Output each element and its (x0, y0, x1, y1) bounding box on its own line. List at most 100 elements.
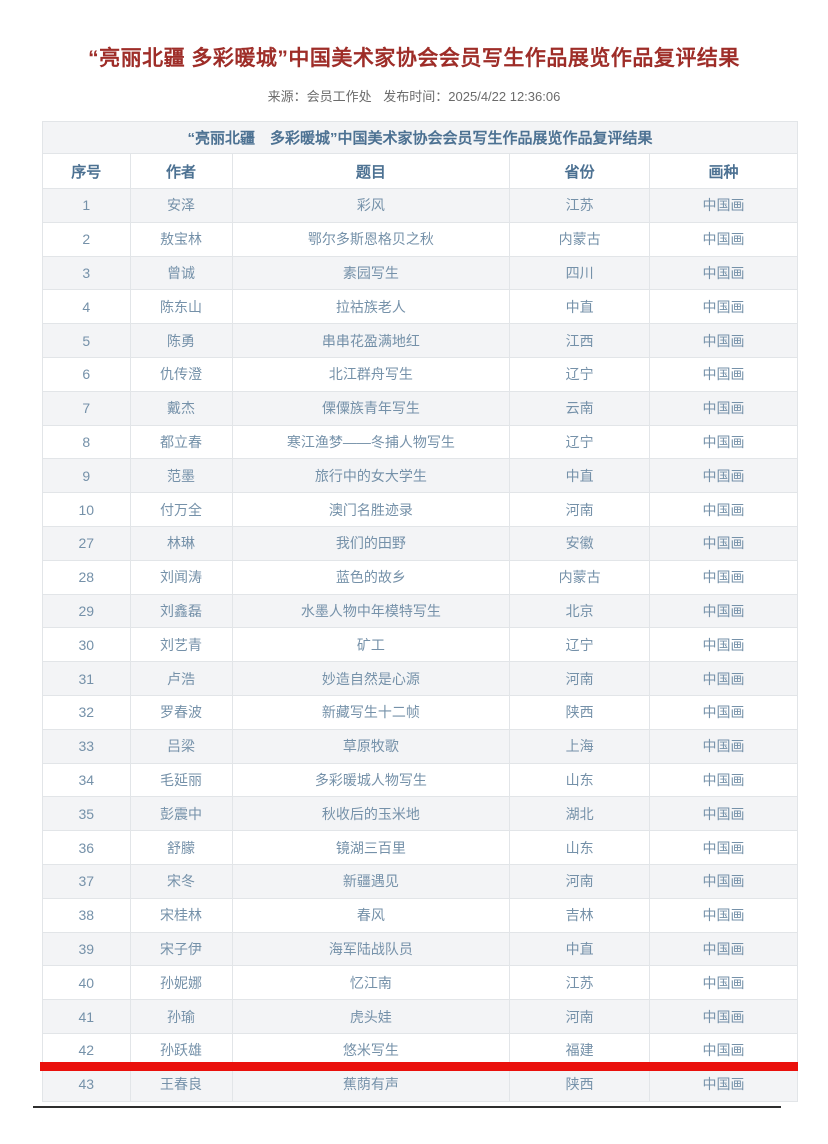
cell-author: 宋子伊 (129, 931, 233, 967)
cell-title: 忆江南 (231, 965, 511, 1001)
table-row: 9 范墨 旅行中的女大学生 中直 中国画 (42, 458, 798, 494)
cell-author: 仇传澄 (129, 356, 233, 392)
cell-author: 卢浩 (129, 661, 233, 696)
cell-title: 鄂尔多斯恩格贝之秋 (231, 221, 511, 257)
table-row: 37 宋冬 新疆遇见 河南 中国画 (42, 863, 798, 899)
cell-title: 串串花盈满地红 (231, 323, 511, 358)
cell-seq: 2 (42, 221, 131, 257)
cell-province: 福建 (509, 1032, 650, 1068)
cell-title: 多彩暖城人物写生 (231, 762, 511, 798)
cell-author: 罗春波 (129, 694, 233, 730)
cell-category: 中国画 (649, 492, 798, 527)
cell-seq: 5 (42, 323, 131, 358)
cell-title: 彩风 (231, 188, 511, 223)
cell-title: 我们的田野 (231, 525, 511, 561)
cell-province: 安徽 (509, 525, 650, 561)
table-row: 27 林琳 我们的田野 安徽 中国画 (42, 525, 798, 561)
cell-title: 蓝色的故乡 (231, 559, 511, 595)
cell-author: 安泽 (129, 188, 233, 223)
cell-province: 河南 (509, 492, 650, 527)
table-row: 28 刘闻涛 蓝色的故乡 内蒙古 中国画 (42, 559, 798, 595)
cell-author: 宋冬 (129, 863, 233, 899)
cell-province: 中直 (509, 289, 650, 325)
cell-category: 中国画 (649, 762, 798, 798)
table-row: 29 刘鑫磊 水墨人物中年模特写生 北京 中国画 (42, 593, 798, 629)
cell-author: 孙妮娜 (129, 965, 233, 1001)
cell-author: 付万全 (129, 492, 233, 527)
cell-title: 镜湖三百里 (231, 830, 511, 865)
cell-author: 刘鑫磊 (129, 593, 233, 629)
cell-province: 上海 (509, 728, 650, 764)
table-row: 2 敖宝林 鄂尔多斯恩格贝之秋 内蒙古 中国画 (42, 221, 798, 257)
cell-seq: 36 (42, 830, 131, 865)
cell-province: 山东 (509, 762, 650, 798)
cell-category: 中国画 (649, 1066, 798, 1102)
cell-seq: 27 (42, 525, 131, 561)
cell-title: 水墨人物中年模特写生 (231, 593, 511, 629)
cell-seq: 28 (42, 559, 131, 595)
cell-seq: 32 (42, 694, 131, 730)
cell-province: 山东 (509, 830, 650, 865)
cell-author: 曾诚 (129, 255, 233, 291)
table-caption: “亮丽北疆 多彩暖城”中国美术家协会会员写生作品展览作品复评结果 (42, 121, 798, 154)
cell-author: 刘闻涛 (129, 559, 233, 595)
cell-author: 彭震中 (129, 796, 233, 832)
cell-province: 辽宁 (509, 424, 650, 460)
cell-category: 中国画 (649, 661, 798, 696)
cell-category: 中国画 (649, 593, 798, 629)
cell-province: 辽宁 (509, 356, 650, 392)
cell-title: 澳门名胜迹录 (231, 492, 511, 527)
cell-province: 江苏 (509, 965, 650, 1001)
cell-title: 旅行中的女大学生 (231, 458, 511, 494)
table-row: 6 仇传澄 北江群舟写生 辽宁 中国画 (42, 356, 798, 392)
cell-province: 陕西 (509, 694, 650, 730)
cell-author: 孙瑜 (129, 999, 233, 1034)
meta-source: 来源：会员工作处 (267, 89, 372, 104)
cell-title: 傈僳族青年写生 (231, 390, 511, 426)
cell-title: 拉祜族老人 (231, 289, 511, 325)
table-row: 8 都立春 寒江渔梦——冬捕人物写生 辽宁 中国画 (42, 424, 798, 460)
cell-title: 虎头娃 (231, 999, 511, 1034)
table-row: 10 付万全 澳门名胜迹录 河南 中国画 (42, 492, 798, 527)
cell-author: 毛延丽 (129, 762, 233, 798)
cell-province: 内蒙古 (509, 559, 650, 595)
cell-title: 寒江渔梦——冬捕人物写生 (231, 424, 511, 460)
page-title: “亮丽北疆 多彩暖城”中国美术家协会会员写生作品展览作品复评结果 (88, 47, 740, 70)
highlight-red-line (40, 1062, 798, 1072)
cell-title: 草原牧歌 (231, 728, 511, 764)
table-row: 3 曾诚 素园写生 四川 中国画 (42, 255, 798, 291)
cell-category: 中国画 (649, 559, 798, 595)
cell-province: 辽宁 (509, 627, 650, 663)
cell-seq: 4 (42, 289, 131, 325)
cell-category: 中国画 (649, 1032, 798, 1068)
cell-title: 北江群舟写生 (231, 356, 511, 392)
table-row: 32 罗春波 新藏写生十二帧 陕西 中国画 (42, 694, 798, 730)
cell-title: 海军陆战队员 (231, 931, 511, 967)
table-row: 42 孙跃雄 悠米写生 福建 中国画 (42, 1032, 798, 1068)
cell-province: 中直 (509, 458, 650, 494)
table-row: 36 舒朦 镜湖三百里 山东 中国画 (42, 830, 798, 865)
cell-category: 中国画 (649, 255, 798, 291)
cell-title: 春风 (231, 897, 511, 933)
cell-seq: 35 (42, 796, 131, 832)
table-row: 35 彭震中 秋收后的玉米地 湖北 中国画 (42, 796, 798, 832)
cell-author: 陈东山 (129, 289, 233, 325)
cell-category: 中国画 (649, 728, 798, 764)
col-header-author: 作者 (129, 153, 233, 189)
cell-seq: 42 (42, 1032, 131, 1068)
table-caption-row: “亮丽北疆 多彩暖城”中国美术家协会会员写生作品展览作品复评结果 (42, 121, 798, 154)
table-row: 33 吕梁 草原牧歌 上海 中国画 (42, 728, 798, 764)
cell-seq: 40 (42, 965, 131, 1001)
cell-category: 中国画 (649, 289, 798, 325)
cell-category: 中国画 (649, 965, 798, 1001)
cell-author: 舒朦 (129, 830, 233, 865)
cell-province: 河南 (509, 863, 650, 899)
cell-category: 中国画 (649, 999, 798, 1034)
cell-province: 中直 (509, 931, 650, 967)
cell-category: 中国画 (649, 931, 798, 967)
table-row: 1 安泽 彩风 江苏 中国画 (42, 188, 798, 223)
cell-title: 秋收后的玉米地 (231, 796, 511, 832)
cell-seq: 34 (42, 762, 131, 798)
cell-seq: 38 (42, 897, 131, 933)
